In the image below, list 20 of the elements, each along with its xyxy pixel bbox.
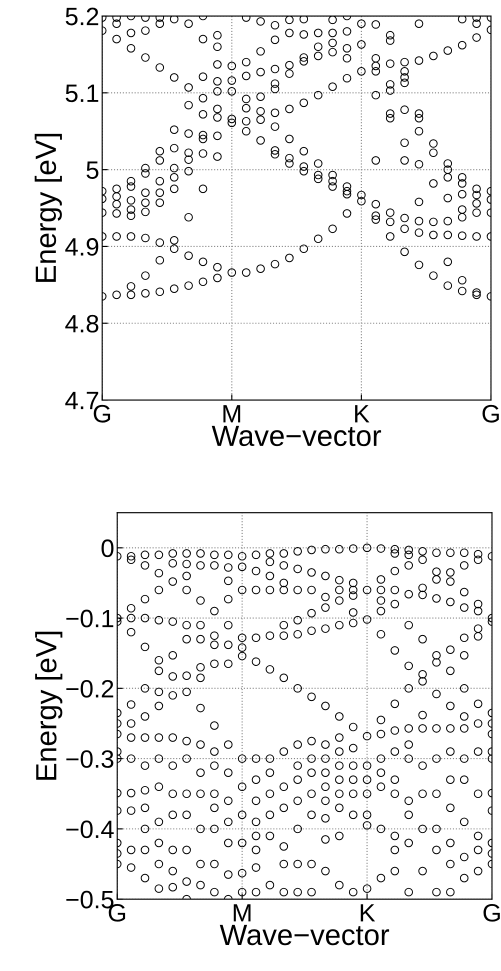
y-tick-label: −0.2 (66, 680, 114, 698)
x-tick-label: K (355, 405, 370, 422)
y-tick-label: −0.3 (66, 750, 114, 768)
y-tick-label: 4.8 (65, 314, 98, 333)
x-tick-label: M (223, 405, 240, 422)
x-axis-title: Wave−vector (220, 924, 390, 946)
y-tick-label: 0 (102, 539, 114, 558)
x-tick-label: K (360, 904, 376, 922)
x-tick-label: M (234, 904, 251, 922)
y-tick-label: 5.1 (66, 84, 98, 102)
y-tick-label: −0.4 (66, 820, 114, 838)
y-tick-label: 5 (86, 161, 98, 179)
y-tick-label: 5.2 (66, 8, 98, 26)
y-tick-label: 4.9 (65, 238, 98, 256)
x-tick-label: G (484, 904, 500, 922)
y-axis-title: Energy [eV] (34, 134, 62, 282)
x-axis-title: Wave−vector (212, 426, 382, 446)
y-tick-label: −0.1 (66, 610, 114, 628)
y-axis-title: Energy [eV] (35, 632, 62, 780)
x-tick-label: G (482, 404, 499, 423)
